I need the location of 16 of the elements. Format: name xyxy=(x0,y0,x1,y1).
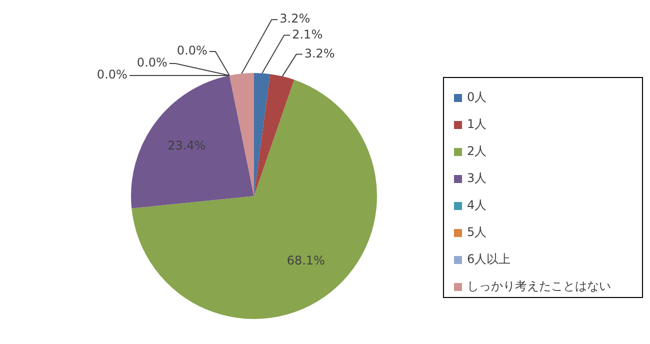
text: 0.0% xyxy=(176,44,208,58)
data-label: 68.1% xyxy=(286,254,325,268)
legend-label: 5人 xyxy=(467,224,487,241)
data-label: 3.2% xyxy=(304,46,335,60)
legend-label: 0人 xyxy=(467,89,487,106)
text: 0.0% xyxy=(96,68,128,82)
data-label: 23.4% xyxy=(168,138,206,153)
legend-label: 2人 xyxy=(467,143,487,160)
data-label: 3.2% xyxy=(280,12,310,26)
legend-label: 3人 xyxy=(467,170,487,187)
text: 0.0% xyxy=(136,56,168,70)
data-label: 2.1% xyxy=(292,27,323,42)
legend-label: 4人 xyxy=(467,197,487,214)
legend-label: 6人以上 xyxy=(467,251,511,268)
legend-label: 1人 xyxy=(467,116,487,133)
legend-label: しっかり考えたことはない xyxy=(467,278,611,295)
